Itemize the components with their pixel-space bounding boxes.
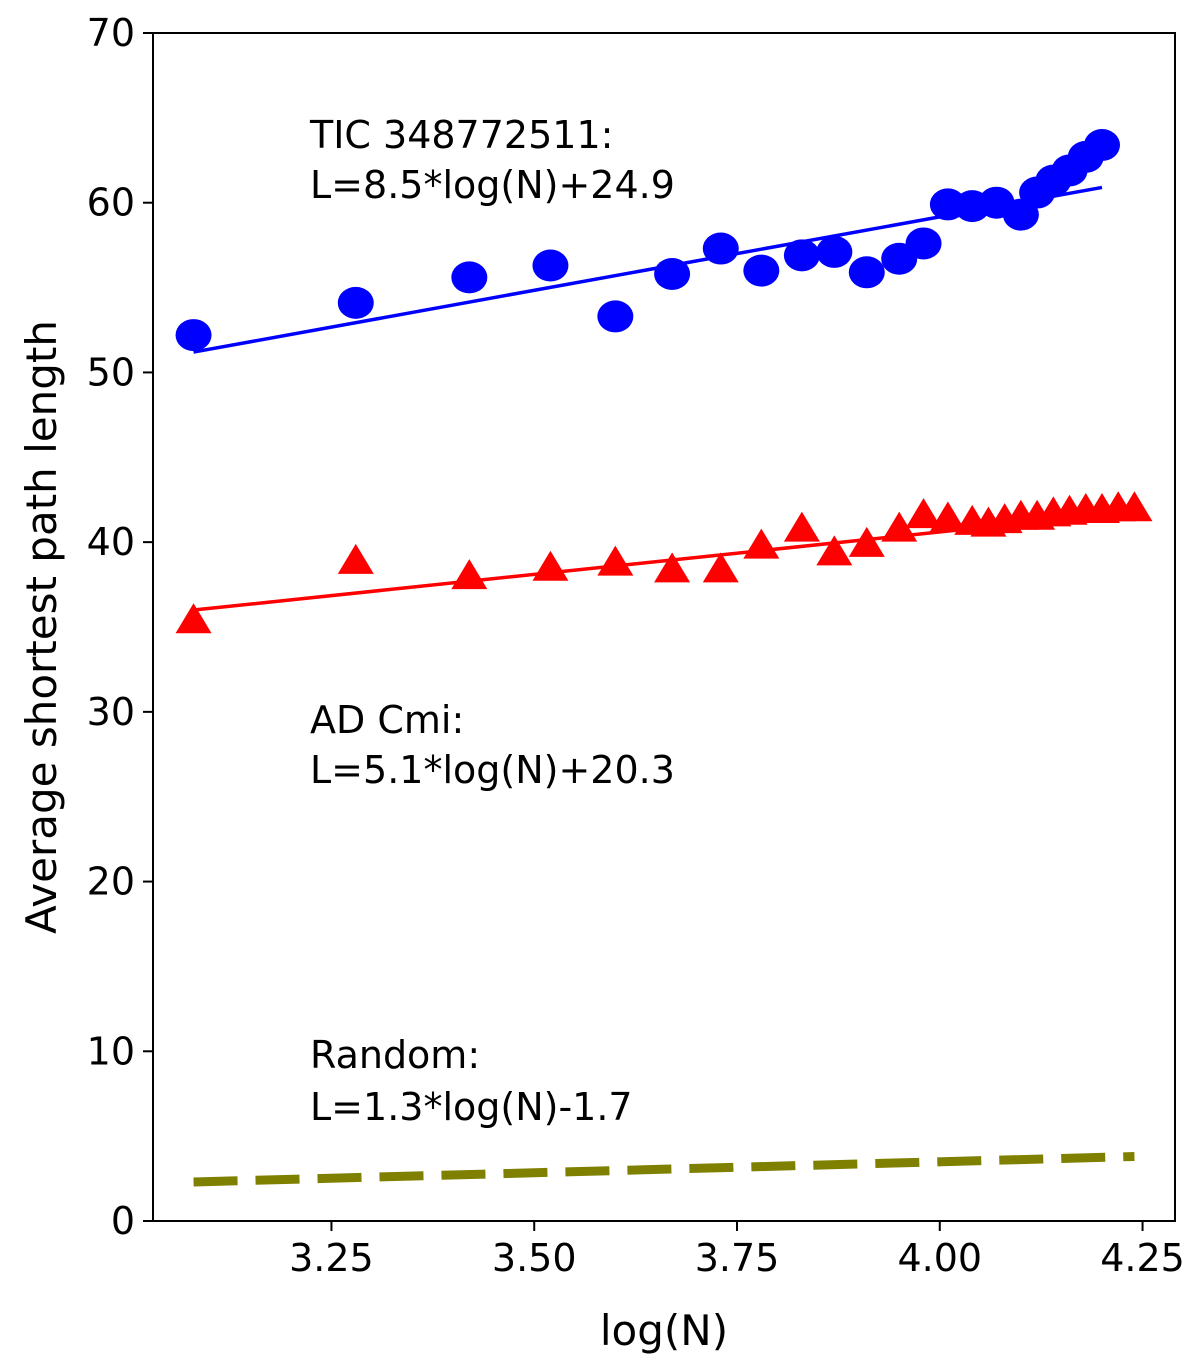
- y-tick-label: 10: [87, 1029, 135, 1073]
- tic-point: [654, 257, 691, 290]
- adcmi-point: [654, 552, 691, 583]
- y-axis-label: Average shortest path length: [17, 320, 66, 934]
- adcmi-point: [337, 543, 374, 574]
- tic-point: [816, 235, 853, 268]
- tic-point: [337, 286, 374, 319]
- annotation-adcmi-title: AD Cmi:: [310, 698, 464, 742]
- adcmi-point: [702, 552, 739, 583]
- tic-point: [905, 227, 942, 260]
- annotation-adcmi-equation: L=5.1*log(N)+20.3: [310, 748, 675, 792]
- x-tick-label: 4.00: [897, 1236, 982, 1280]
- annotation-tic-title: TIC 348772511:: [309, 113, 613, 157]
- x-tick-label: 3.50: [492, 1236, 577, 1280]
- adcmi-point: [848, 526, 885, 557]
- annotation-random-title: Random:: [310, 1033, 480, 1077]
- adcmi-point: [1116, 491, 1153, 522]
- y-tick-label: 30: [87, 690, 135, 734]
- y-tick-label: 20: [87, 860, 135, 904]
- x-tick-label: 4.25: [1100, 1236, 1185, 1280]
- adcmi-point: [597, 545, 634, 576]
- y-tick-label: 50: [87, 350, 135, 394]
- annotation-tic-equation: L=8.5*log(N)+24.9: [310, 163, 675, 207]
- y-tick-label: 60: [87, 181, 135, 225]
- tic-point: [702, 232, 739, 265]
- x-tick-label: 3.25: [289, 1236, 374, 1280]
- tic-point: [848, 256, 885, 289]
- y-tick-label: 0: [111, 1199, 135, 1243]
- fit-line-random: [193, 1152, 1135, 1187]
- tic-point: [783, 239, 820, 272]
- x-axis-label: log(N): [600, 1306, 728, 1355]
- adcmi-point: [816, 535, 853, 566]
- adcmi-point: [451, 559, 488, 590]
- plot-area: [175, 129, 1153, 1187]
- adcmi-point: [175, 603, 212, 634]
- annotation-random-equation: L=1.3*log(N)-1.7: [310, 1085, 633, 1129]
- tic-point: [597, 300, 634, 333]
- axes: 3.25 3.50 3.75 4.00 4.25 0 10 20 30 40 50 60 70: [87, 11, 1185, 1280]
- x-tick-label: 3.75: [695, 1236, 780, 1280]
- tic-point: [743, 254, 780, 287]
- adcmi-point: [783, 511, 820, 542]
- plot-frame: [152, 32, 1176, 1222]
- tic-point: [451, 261, 488, 294]
- adcmi-point: [881, 511, 918, 542]
- adcmi-point: [929, 501, 966, 532]
- y-tick-label: 70: [87, 11, 135, 55]
- adcmi-point: [532, 550, 569, 581]
- tic-point: [532, 249, 569, 282]
- tic-point: [1084, 129, 1120, 162]
- adcmi-point: [905, 498, 942, 529]
- adcmi-point: [743, 528, 780, 559]
- tic-point: [175, 319, 212, 352]
- y-tick-label: 40: [87, 520, 135, 564]
